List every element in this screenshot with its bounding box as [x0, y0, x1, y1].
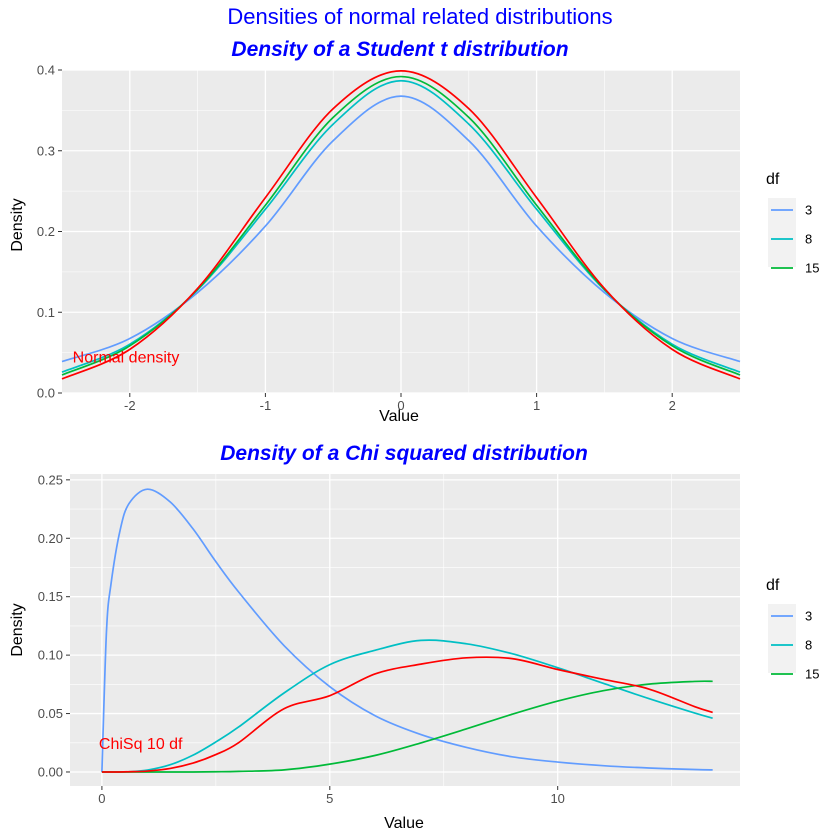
- student-t-x-tick-label: 1: [533, 398, 540, 413]
- student-t-x-axis-label: Value: [379, 408, 419, 425]
- student-t-y-tick-label: 0.0: [37, 386, 55, 401]
- chi-squared-reference-curve: [101, 656, 713, 773]
- chi-squared-plot-background: [70, 474, 740, 786]
- student-t-legend: df 3 8 15: [766, 171, 819, 276]
- chi-squared-y-tick-label: 0.25: [38, 472, 63, 487]
- chi-squared-y-tick-label: 0.15: [38, 589, 63, 604]
- chi-squared-legend: df 3 8 15: [766, 577, 819, 682]
- chi-squared-y-tick-label: 0.10: [38, 648, 63, 663]
- chi-squared-series-df-3: [101, 488, 713, 773]
- chi-squared-y-tick-label: 0.05: [38, 706, 63, 721]
- chi-squared-curves: [101, 488, 713, 773]
- student-t-legend-label-df-15: 15: [805, 261, 819, 276]
- student-t-x-tick-label: 2: [669, 398, 676, 413]
- chi-squared-x-ticks: 0 5 10: [98, 786, 565, 806]
- student-t-x-tick-label: -2: [124, 398, 136, 413]
- student-t-panel: Density of a Student t distribution -2 -1…: [9, 38, 819, 425]
- chi-squared-x-tick-label: 10: [550, 791, 564, 806]
- chi-squared-y-ticks: 0.00 0.05 0.10 0.15 0.20 0.25: [38, 472, 70, 779]
- student-t-legend-label-df-3: 3: [805, 203, 812, 218]
- chi-squared-legend-label-df-3: 3: [805, 609, 812, 624]
- student-t-x-tick-label: 0: [397, 398, 404, 413]
- chi-squared-title: Density of a Chi squared distribution: [220, 442, 588, 465]
- student-t-legend-key-background: [768, 198, 796, 267]
- student-t-x-ticks: -2 -1 0 1 2: [124, 393, 676, 413]
- student-t-y-axis-label: Density: [9, 198, 26, 251]
- student-t-y-ticks: 0.0 0.1 0.2 0.3 0.4: [37, 63, 62, 401]
- chi-squared-y-tick-label: 0.20: [38, 531, 63, 546]
- student-t-reference-curve: [61, 70, 741, 380]
- figure-suptitle: Densities of normal related distribution…: [227, 4, 612, 29]
- student-t-curves: [61, 70, 741, 380]
- student-t-legend-title: df: [766, 171, 780, 188]
- chi-squared-y-axis-label: Density: [9, 603, 26, 656]
- chi-squared-y-tick-label: 0.00: [38, 764, 63, 779]
- student-t-y-tick-label: 0.3: [37, 143, 55, 158]
- chi-squared-legend-label-df-15: 15: [805, 667, 819, 682]
- chi-squared-legend-title: df: [766, 577, 780, 594]
- chi-squared-x-tick-label: 0: [98, 791, 105, 806]
- chi-squared-x-tick-label: 5: [326, 791, 333, 806]
- student-t-title: Density of a Student t distribution: [231, 38, 568, 61]
- student-t-y-tick-label: 0.4: [37, 63, 55, 78]
- student-t-y-tick-label: 0.2: [37, 224, 55, 239]
- student-t-y-tick-label: 0.1: [37, 305, 55, 320]
- chi-squared-legend-label-df-8: 8: [805, 638, 812, 653]
- chi-squared-x-axis-label: Value: [384, 815, 424, 832]
- student-t-annotation: Normal density: [73, 350, 180, 367]
- student-t-x-tick-label: -1: [260, 398, 272, 413]
- student-t-legend-label-df-8: 8: [805, 232, 812, 247]
- chi-squared-panel: Density of a Chi squared distribution 0 5…: [9, 442, 819, 832]
- chi-squared-annotation: ChiSq 10 df: [99, 736, 183, 753]
- chi-squared-legend-key-background: [768, 604, 796, 673]
